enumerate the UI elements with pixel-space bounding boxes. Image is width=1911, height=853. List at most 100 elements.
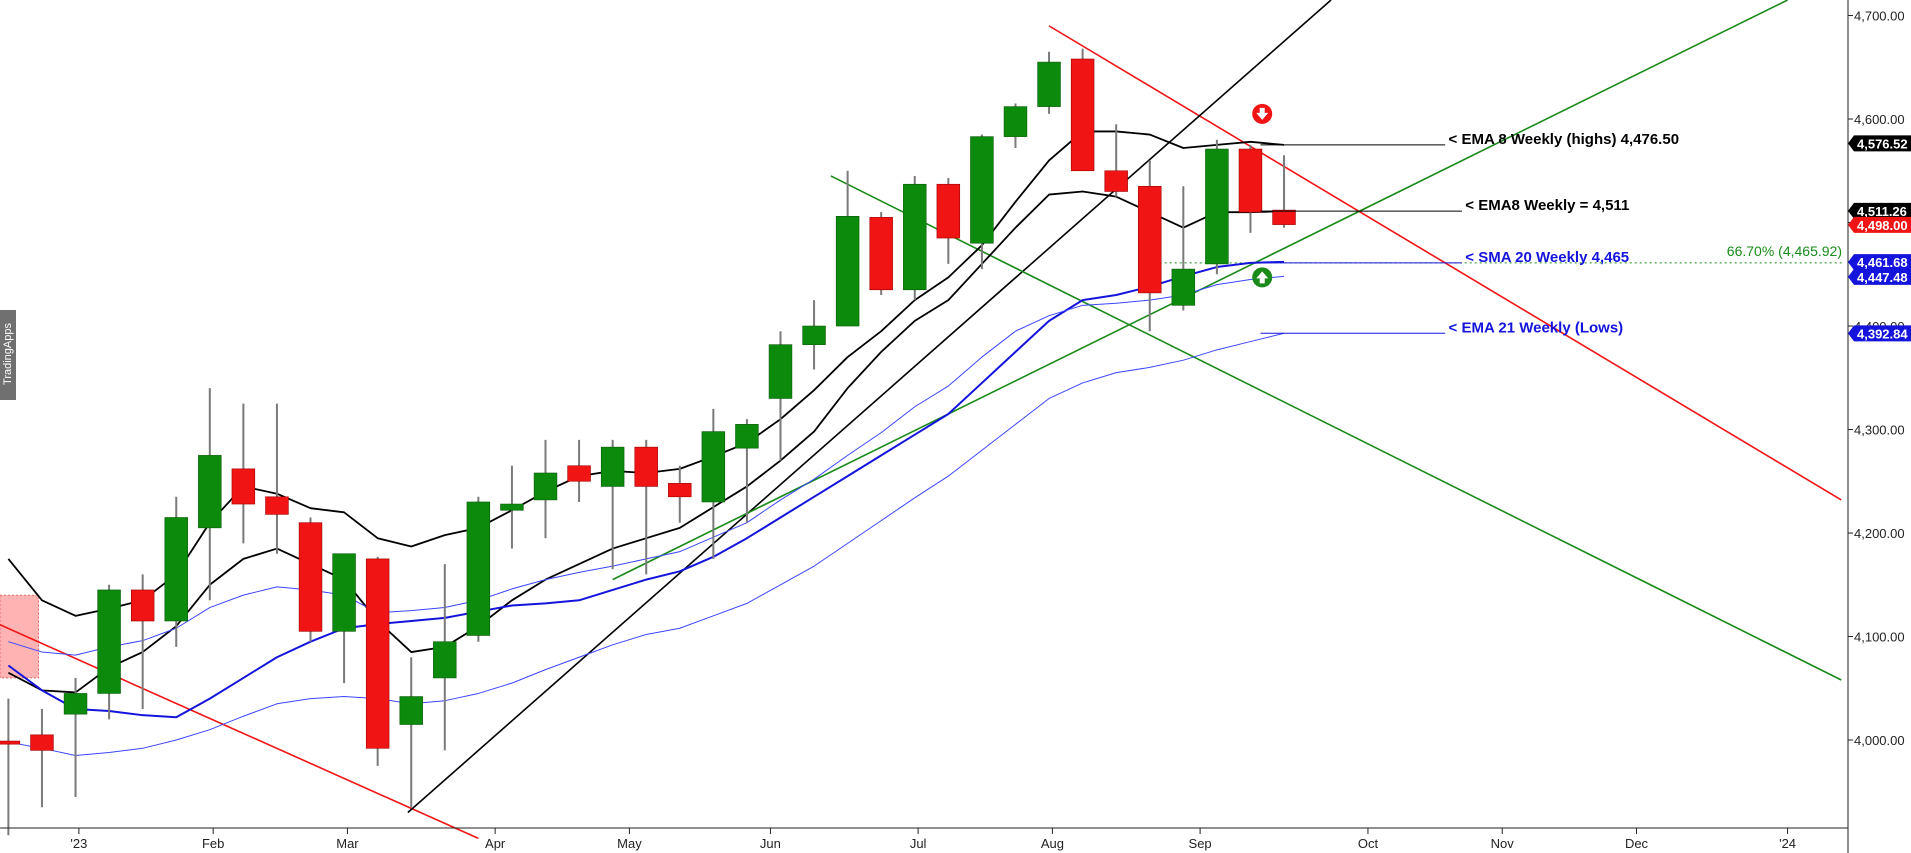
signal-arrow: [1256, 271, 1269, 284]
annotations-layer: < EMA 8 Weekly (highs) 4,476.50 < EMA8 We…: [1260, 131, 1680, 336]
price-badge: 4,447.48: [1848, 268, 1911, 285]
candle-up: [433, 641, 457, 679]
candle-down: [1138, 186, 1162, 294]
price-badge-label: 4,461.68: [1857, 255, 1908, 270]
x-tick-label: '23: [70, 836, 87, 851]
price-badge-shape: [1848, 325, 1911, 342]
y-tick-label: 4,600.00: [1854, 112, 1905, 127]
price-badge-shape: [1848, 202, 1911, 219]
x-tick-label: Dec: [1625, 836, 1649, 851]
candle-up: [903, 183, 927, 291]
candle-up: [735, 424, 759, 449]
candle-up: [164, 517, 188, 622]
candle-up: [1205, 148, 1229, 265]
candle-up: [332, 553, 356, 632]
candle-up: [1003, 106, 1028, 137]
candle-up: [835, 216, 860, 327]
x-tick-label: Jun: [760, 836, 781, 851]
price-badge: 4,392.84: [1848, 325, 1911, 342]
watermark-label: TradingApps: [0, 310, 16, 400]
highlight-zone-layer: [0, 594, 40, 679]
price-badge-shape: [1848, 268, 1911, 285]
candle-down: [365, 558, 390, 749]
x-tick-label: Oct: [1358, 836, 1379, 851]
candle-up: [970, 136, 994, 244]
ma-line-3: [8, 332, 1285, 757]
trendline-red-downtrend-lower: [0, 623, 479, 840]
y-tick-label: 4,200.00: [1854, 526, 1905, 541]
x-tick-label: Mar: [336, 836, 359, 851]
candle-up: [198, 455, 222, 529]
fib-level-label: 66.70% (4,465.92): [1727, 243, 1842, 259]
highlight-zone: [0, 594, 40, 679]
trendline-green-downtrend: [830, 175, 1842, 681]
annotation-label-1: < EMA8 Weekly = 4,511: [1465, 197, 1629, 214]
candle-up: [802, 325, 826, 345]
candle-down: [1104, 170, 1128, 192]
candle-up: [600, 446, 625, 487]
price-badge: 4,511.26: [1848, 202, 1911, 219]
candle-down: [0, 740, 21, 745]
candle-up: [466, 501, 491, 636]
price-badge-label: 4,447.48: [1857, 270, 1908, 285]
annotation-label-2: < SMA 20 Weekly 4,465: [1465, 249, 1629, 266]
x-tick-label: Nov: [1491, 836, 1515, 851]
candle-up: [701, 431, 726, 503]
x-tick-label: Apr: [485, 836, 506, 851]
price-badge: 4,498.00: [1848, 216, 1911, 233]
x-tick-label: Sep: [1189, 836, 1212, 851]
candle-up: [768, 344, 793, 399]
candle-down: [634, 446, 658, 487]
candle-down: [231, 468, 256, 505]
candle-down: [265, 496, 289, 515]
price-badge-label: 4,392.84: [1857, 326, 1908, 341]
price-badge: 4,576.52: [1848, 135, 1911, 152]
signals-layer: [1252, 103, 1273, 288]
candle-down: [1272, 209, 1296, 225]
annotation-label-3: < EMA 21 Weekly (Lows): [1449, 319, 1624, 336]
candle-up: [533, 472, 558, 501]
annotation-label-0: < EMA 8 Weekly (highs) 4,476.50: [1449, 131, 1680, 148]
candles-layer: [0, 48, 1296, 836]
ma-line-2: [7, 260, 1285, 719]
price-badges-layer: 4,576.52 4,511.264,498.00 4,461.684,447.48…: [1848, 135, 1911, 342]
candle-up: [63, 693, 88, 715]
fib-level-layer: 66.70% (4,465.92): [1139, 243, 1844, 264]
price-badge-label: 4,498.00: [1857, 218, 1908, 233]
y-tick-label: 4,700.00: [1854, 9, 1905, 24]
price-badge: 4,461.68: [1848, 254, 1911, 271]
price-badge-label: 4,511.26: [1857, 204, 1907, 219]
candle-up: [500, 503, 524, 511]
candle-up: [399, 696, 423, 725]
candle-up: [1171, 268, 1196, 306]
candle-down: [130, 589, 155, 622]
y-tick-label: 4,100.00: [1854, 630, 1905, 645]
x-tick-label: May: [617, 836, 642, 851]
candle-up: [97, 589, 121, 694]
price-badge-shape: [1848, 216, 1911, 233]
y-tick-label: 4,300.00: [1854, 423, 1905, 438]
x-tick-label: '24: [1779, 836, 1796, 851]
candle-down: [668, 483, 692, 498]
candle-down: [1070, 58, 1095, 172]
candle-down: [567, 465, 591, 482]
trendline-black-uptrend: [407, 0, 1332, 814]
x-tick-label: Jul: [910, 836, 927, 851]
price-badge-shape: [1848, 254, 1911, 271]
candle-down: [936, 183, 961, 239]
x-tick-label: Feb: [202, 836, 224, 851]
watermark-text: TradingApps: [2, 323, 14, 385]
candle-down: [298, 522, 323, 632]
signal-arrow: [1256, 107, 1269, 120]
up-arrow-icon: [1252, 267, 1273, 288]
candle-down: [30, 734, 54, 751]
candle-down: [1238, 148, 1263, 213]
x-tick-label: Aug: [1041, 836, 1064, 851]
y-tick-label: 4,000.00: [1854, 733, 1905, 748]
candle-down: [869, 217, 893, 291]
price-badge-shape: [1848, 135, 1911, 152]
price-badge-label: 4,576.52: [1857, 136, 1908, 151]
down-arrow-icon: [1252, 103, 1273, 124]
